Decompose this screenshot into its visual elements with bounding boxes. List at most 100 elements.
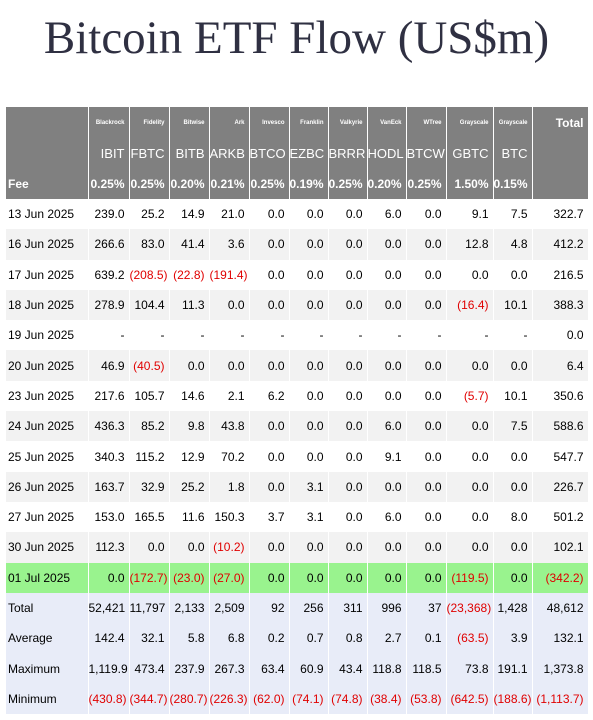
flow-value: 340.3	[88, 441, 130, 472]
flow-value: 0.0	[446, 501, 494, 533]
flow-value: (40.5)	[129, 350, 170, 381]
flow-value: 501.2	[532, 501, 589, 533]
flow-value: 0.0	[328, 441, 368, 472]
summary-value: 132.1	[532, 623, 589, 654]
summary-value: 63.4	[249, 653, 290, 684]
flow-value: 9.8	[169, 411, 210, 442]
fee: 0.19%	[289, 169, 329, 199]
date: 27 Jun 2025	[6, 501, 89, 533]
fee: 0.25%	[249, 169, 290, 199]
flow-value: 0.0	[406, 471, 447, 502]
date: 18 Jun 2025	[6, 289, 89, 321]
issuer: Valkyrie	[328, 107, 368, 138]
flow-value: 0.0	[129, 532, 170, 563]
flow-value: -	[446, 320, 494, 351]
fee: 0.25%	[129, 169, 170, 199]
flow-value: 6.2	[249, 380, 290, 412]
flow-value: 217.6	[88, 380, 130, 412]
flow-value: 0.0	[446, 350, 494, 381]
fee: 1.50%	[446, 169, 494, 199]
flow-value: 32.9	[129, 471, 170, 502]
flow-value: 25.2	[169, 471, 210, 502]
flow-value: 0.0	[209, 350, 250, 381]
flow-value: 21.0	[209, 199, 250, 230]
flow-value: 0.0	[249, 259, 290, 290]
summary-row: Average 142.4 32.1 5.8 6.8 0.2 0.7 0.8 2.7 0.1 (63…	[6, 623, 589, 654]
day-row: 30 Jun 2025 112.3 0.0 0.0 (10.2) 0.0 0.0 0.0 0.0…	[6, 532, 589, 563]
flow-value: 0.0	[328, 350, 368, 381]
flow-value: 3.1	[289, 501, 329, 533]
flow-value: 11.3	[169, 289, 210, 321]
summary-label: Minimum	[6, 683, 89, 715]
summary-value: 37	[406, 592, 447, 624]
flow-value: 0.0	[406, 501, 447, 533]
flow-value: 0.0	[367, 532, 407, 563]
ticker: BTCO	[249, 138, 290, 169]
blank-cell	[532, 169, 589, 199]
day-row: 24 Jun 2025 436.3 85.2 9.8 43.8 0.0 0.0 0.0 6.0 0…	[6, 411, 589, 442]
flow-value: 12.9	[169, 441, 210, 472]
flow-value: 0.0	[169, 532, 210, 563]
flow-value: 0.0	[289, 259, 329, 290]
summary-value: 1,428	[493, 592, 533, 624]
flow-value: (16.4)	[446, 289, 494, 321]
issuer: Ark	[209, 107, 250, 138]
summary-value: 2,133	[169, 592, 210, 624]
flow-value: 436.3	[88, 411, 130, 442]
summary-value: 60.9	[289, 653, 329, 684]
date: 23 Jun 2025	[6, 380, 89, 412]
flow-value: 0.0	[367, 289, 407, 321]
flow-value: 0.0	[532, 320, 589, 351]
day-row: 19 Jun 2025- - - - - - - - - - -0.0	[6, 320, 589, 351]
flow-value: -	[169, 320, 210, 351]
table-header: Blackrock Fidelity Bitwise Ark Invesco Frankl…	[6, 107, 589, 199]
summary-value: 92	[249, 592, 290, 624]
flow-value: -	[129, 320, 170, 351]
summary-value: (23,368)	[446, 592, 494, 624]
issuer: Blackrock	[88, 107, 130, 138]
fee: 0.20%	[367, 169, 407, 199]
flow-value: 115.2	[129, 441, 170, 472]
flow-value: 12.8	[446, 229, 494, 260]
flow-value: 0.0	[406, 411, 447, 442]
flow-value: (22.8)	[169, 259, 210, 290]
summary-value: (280.7)	[169, 683, 210, 715]
flow-value: 0.0	[249, 532, 290, 563]
date: 24 Jun 2025	[6, 411, 89, 442]
flow-value: 322.7	[532, 199, 589, 230]
flow-value: 1.8	[209, 471, 250, 502]
summary-value: 2.7	[367, 623, 407, 654]
flow-value: (191.4)	[209, 259, 250, 290]
fee: 0.25%	[406, 169, 447, 199]
flow-value: 0.0	[88, 562, 130, 593]
summary-value: 0.1	[406, 623, 447, 654]
summary-value: 311	[328, 592, 368, 624]
summary-value: 267.3	[209, 653, 250, 684]
ticker: ARKB	[209, 138, 250, 169]
flow-value: 0.0	[446, 411, 494, 442]
flow-value: 0.0	[406, 289, 447, 321]
fee-label: Fee	[6, 169, 89, 199]
summary-value: 43.4	[328, 653, 368, 684]
summary-value: (62.0)	[249, 683, 290, 715]
daily-rows: 13 Jun 2025 239.0 25.2 14.9 21.0 0.0 0.0 0.0 6.0…	[6, 199, 589, 593]
flow-value: 0.0	[328, 199, 368, 230]
flow-value: 0.0	[328, 380, 368, 412]
flow-value: 104.4	[129, 289, 170, 321]
flow-value: 0.0	[406, 441, 447, 472]
flow-value: 0.0	[249, 229, 290, 260]
fee: 0.15%	[493, 169, 533, 199]
flow-value: 0.0	[328, 501, 368, 533]
day-row: 27 Jun 2025 153.0 165.5 11.6 150.3 3.7 3.1 0.0 6…	[6, 501, 589, 533]
flow-table: Blackrock Fidelity Bitwise Ark Invesco Frankl…	[6, 107, 589, 715]
flow-value: 0.0	[406, 259, 447, 290]
flow-value: 0.0	[328, 259, 368, 290]
issuer: VanEck	[367, 107, 407, 138]
issuer-row: Blackrock Fidelity Bitwise Ark Invesco Frankl…	[6, 107, 589, 138]
flow-value: 0.0	[289, 562, 329, 593]
issuer: Fidelity	[129, 107, 170, 138]
summary-value: 3.9	[493, 623, 533, 654]
summary-value: (1,113.7)	[532, 683, 589, 715]
flow-value: 10.1	[493, 289, 533, 321]
